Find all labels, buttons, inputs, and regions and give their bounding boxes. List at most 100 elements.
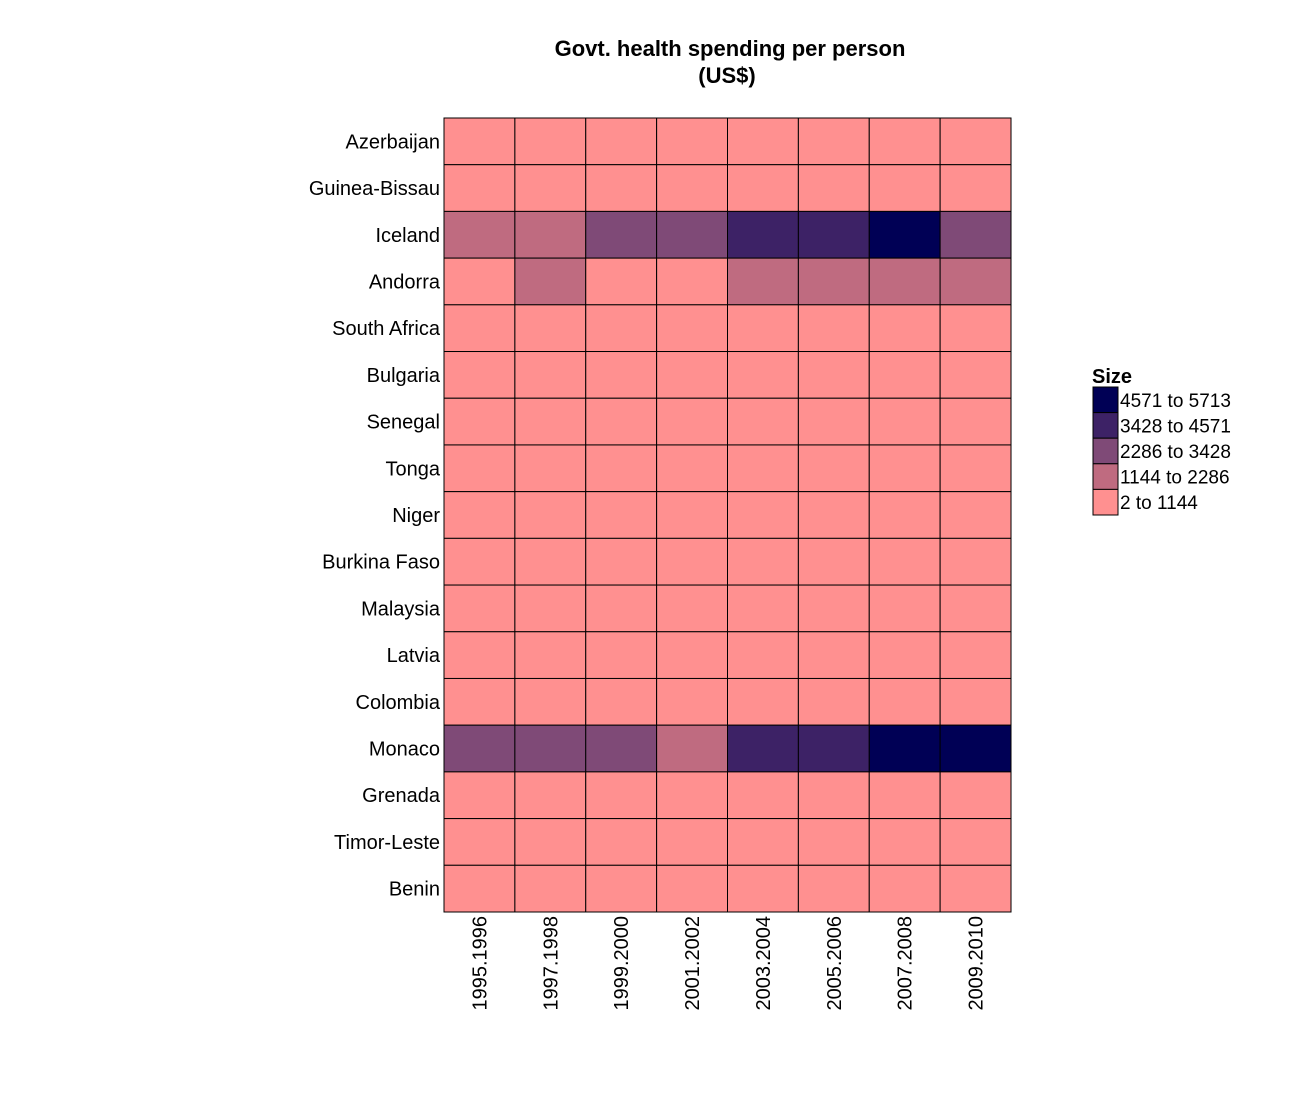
- heatmap-cell: [585, 397, 658, 446]
- column-label: 2007.2008: [895, 916, 917, 1011]
- heatmap-cell: [656, 210, 729, 259]
- heatmap-cell: [443, 631, 516, 679]
- heatmap-cell: [868, 677, 941, 726]
- heatmap-cell: [939, 771, 1012, 820]
- heatmap-cell: [656, 304, 729, 353]
- heatmap-cell: [868, 584, 941, 633]
- heatmap-cell: [727, 864, 799, 913]
- heatmap-cell: [443, 818, 516, 866]
- heatmap-cell: [585, 724, 658, 773]
- heatmap-cell: [797, 397, 870, 446]
- heatmap-cell: [443, 444, 516, 493]
- heatmap-cell: [868, 864, 941, 913]
- heatmap-cell: [939, 164, 1012, 212]
- heatmap-cell: [514, 537, 587, 586]
- heatmap-cell: [797, 631, 870, 679]
- heatmap-cell: [443, 351, 516, 399]
- heatmap-cell: [797, 304, 870, 353]
- heatmap-cell: [868, 397, 941, 446]
- legend-swatch: [1092, 437, 1119, 465]
- heatmap-cell: [797, 351, 870, 399]
- heatmap-cell: [868, 304, 941, 353]
- heatmap-cell: [727, 117, 799, 166]
- row-label: Andorra: [369, 271, 441, 293]
- heatmap-cell: [939, 724, 1012, 773]
- heatmap-cell: [868, 164, 941, 212]
- row-label: Grenada: [362, 785, 441, 807]
- heatmap-cell: [443, 537, 516, 586]
- heatmap-cell: [585, 631, 658, 679]
- heatmap-cell: [514, 117, 587, 166]
- heatmap-cell: [656, 164, 729, 212]
- column-label: 2003.2004: [753, 916, 775, 1011]
- heatmap-cell: [656, 257, 729, 306]
- heatmap-cell: [939, 397, 1012, 446]
- heatmap-cell: [443, 771, 516, 820]
- heatmap-cell: [868, 210, 941, 259]
- heatmap-cell: [797, 864, 870, 913]
- column-labels: 1995.1996 1997.1998 1999.2000 2001.2002 2003…: [469, 916, 987, 1011]
- heatmap-cell: [939, 210, 1012, 259]
- heatmap-cell: [727, 537, 799, 586]
- heatmap-cell: [514, 351, 587, 399]
- heatmap-cell: [585, 491, 658, 539]
- heatmap-cell: [656, 771, 729, 820]
- legend-swatch: [1092, 412, 1119, 439]
- row-label: Tonga: [386, 458, 441, 480]
- heatmap-cell: [443, 864, 516, 913]
- heatmap-cell: [727, 257, 799, 306]
- row-label: Azerbaijan: [345, 131, 440, 153]
- heatmap-cell: [514, 491, 587, 539]
- heatmap-cell: [656, 584, 729, 633]
- heatmap-cell: [514, 304, 587, 353]
- heatmap-cell: [585, 537, 658, 586]
- legend-label: 2 to 1144: [1120, 493, 1198, 514]
- row-label: South Africa: [332, 318, 441, 340]
- heatmap-cell: [443, 724, 516, 773]
- heatmap-cell: [443, 304, 516, 353]
- heatmap-cell: [514, 584, 587, 633]
- column-label: 1995.1996: [469, 916, 491, 1011]
- heatmap-cell: [727, 444, 799, 493]
- legend-label: 4571 to 5713: [1120, 391, 1231, 412]
- heatmap-cell: [868, 771, 941, 820]
- heatmap-cell: [939, 444, 1012, 493]
- heatmap-cell: [585, 864, 658, 913]
- legend-label: 3428 to 4571: [1120, 416, 1231, 437]
- heatmap-cell: [443, 584, 516, 633]
- column-label: 1999.2000: [611, 916, 633, 1011]
- heatmap-cell: [514, 444, 587, 493]
- heatmap-cell: [443, 491, 516, 539]
- heatmap-cell: [585, 584, 658, 633]
- heatmap-cell: [797, 164, 870, 212]
- heatmap-cell: [727, 818, 799, 866]
- row-label: Iceland: [376, 225, 441, 247]
- column-label: 1997.1998: [540, 916, 562, 1011]
- heatmap-cell: [868, 117, 941, 166]
- heatmap-cell: [514, 818, 587, 866]
- heatmap-cell: [656, 117, 729, 166]
- heatmap-cell: [514, 397, 587, 446]
- column-label: 2009.2010: [966, 916, 988, 1011]
- legend: Size 4571 to 5713 3428 to 4571 2286 to 342…: [1092, 366, 1231, 516]
- row-labels: Azerbaijan Guinea-Bissau Iceland Andorra Sou…: [309, 131, 441, 900]
- heatmap-cell: [727, 584, 799, 633]
- heatmap-cell: [939, 537, 1012, 586]
- heatmap-cell: [514, 631, 587, 679]
- heatmap-cell: [939, 677, 1012, 726]
- heatmap-cell: [727, 304, 799, 353]
- heatmap-cell: [443, 397, 516, 446]
- heatmap-cell: [727, 631, 799, 679]
- legend-label: 2286 to 3428: [1120, 442, 1231, 463]
- legend-swatch: [1092, 488, 1119, 516]
- legend-title: Size: [1092, 366, 1132, 388]
- row-label: Burkina Faso: [322, 552, 440, 574]
- row-label: Bulgaria: [367, 365, 441, 387]
- heatmap-cell: [868, 537, 941, 586]
- heatmap-cell: [939, 864, 1012, 913]
- heatmap-cell: [656, 677, 729, 726]
- heatmap-cell: [656, 444, 729, 493]
- heatmap-cell: [868, 818, 941, 866]
- column-label: 2005.2006: [824, 916, 846, 1011]
